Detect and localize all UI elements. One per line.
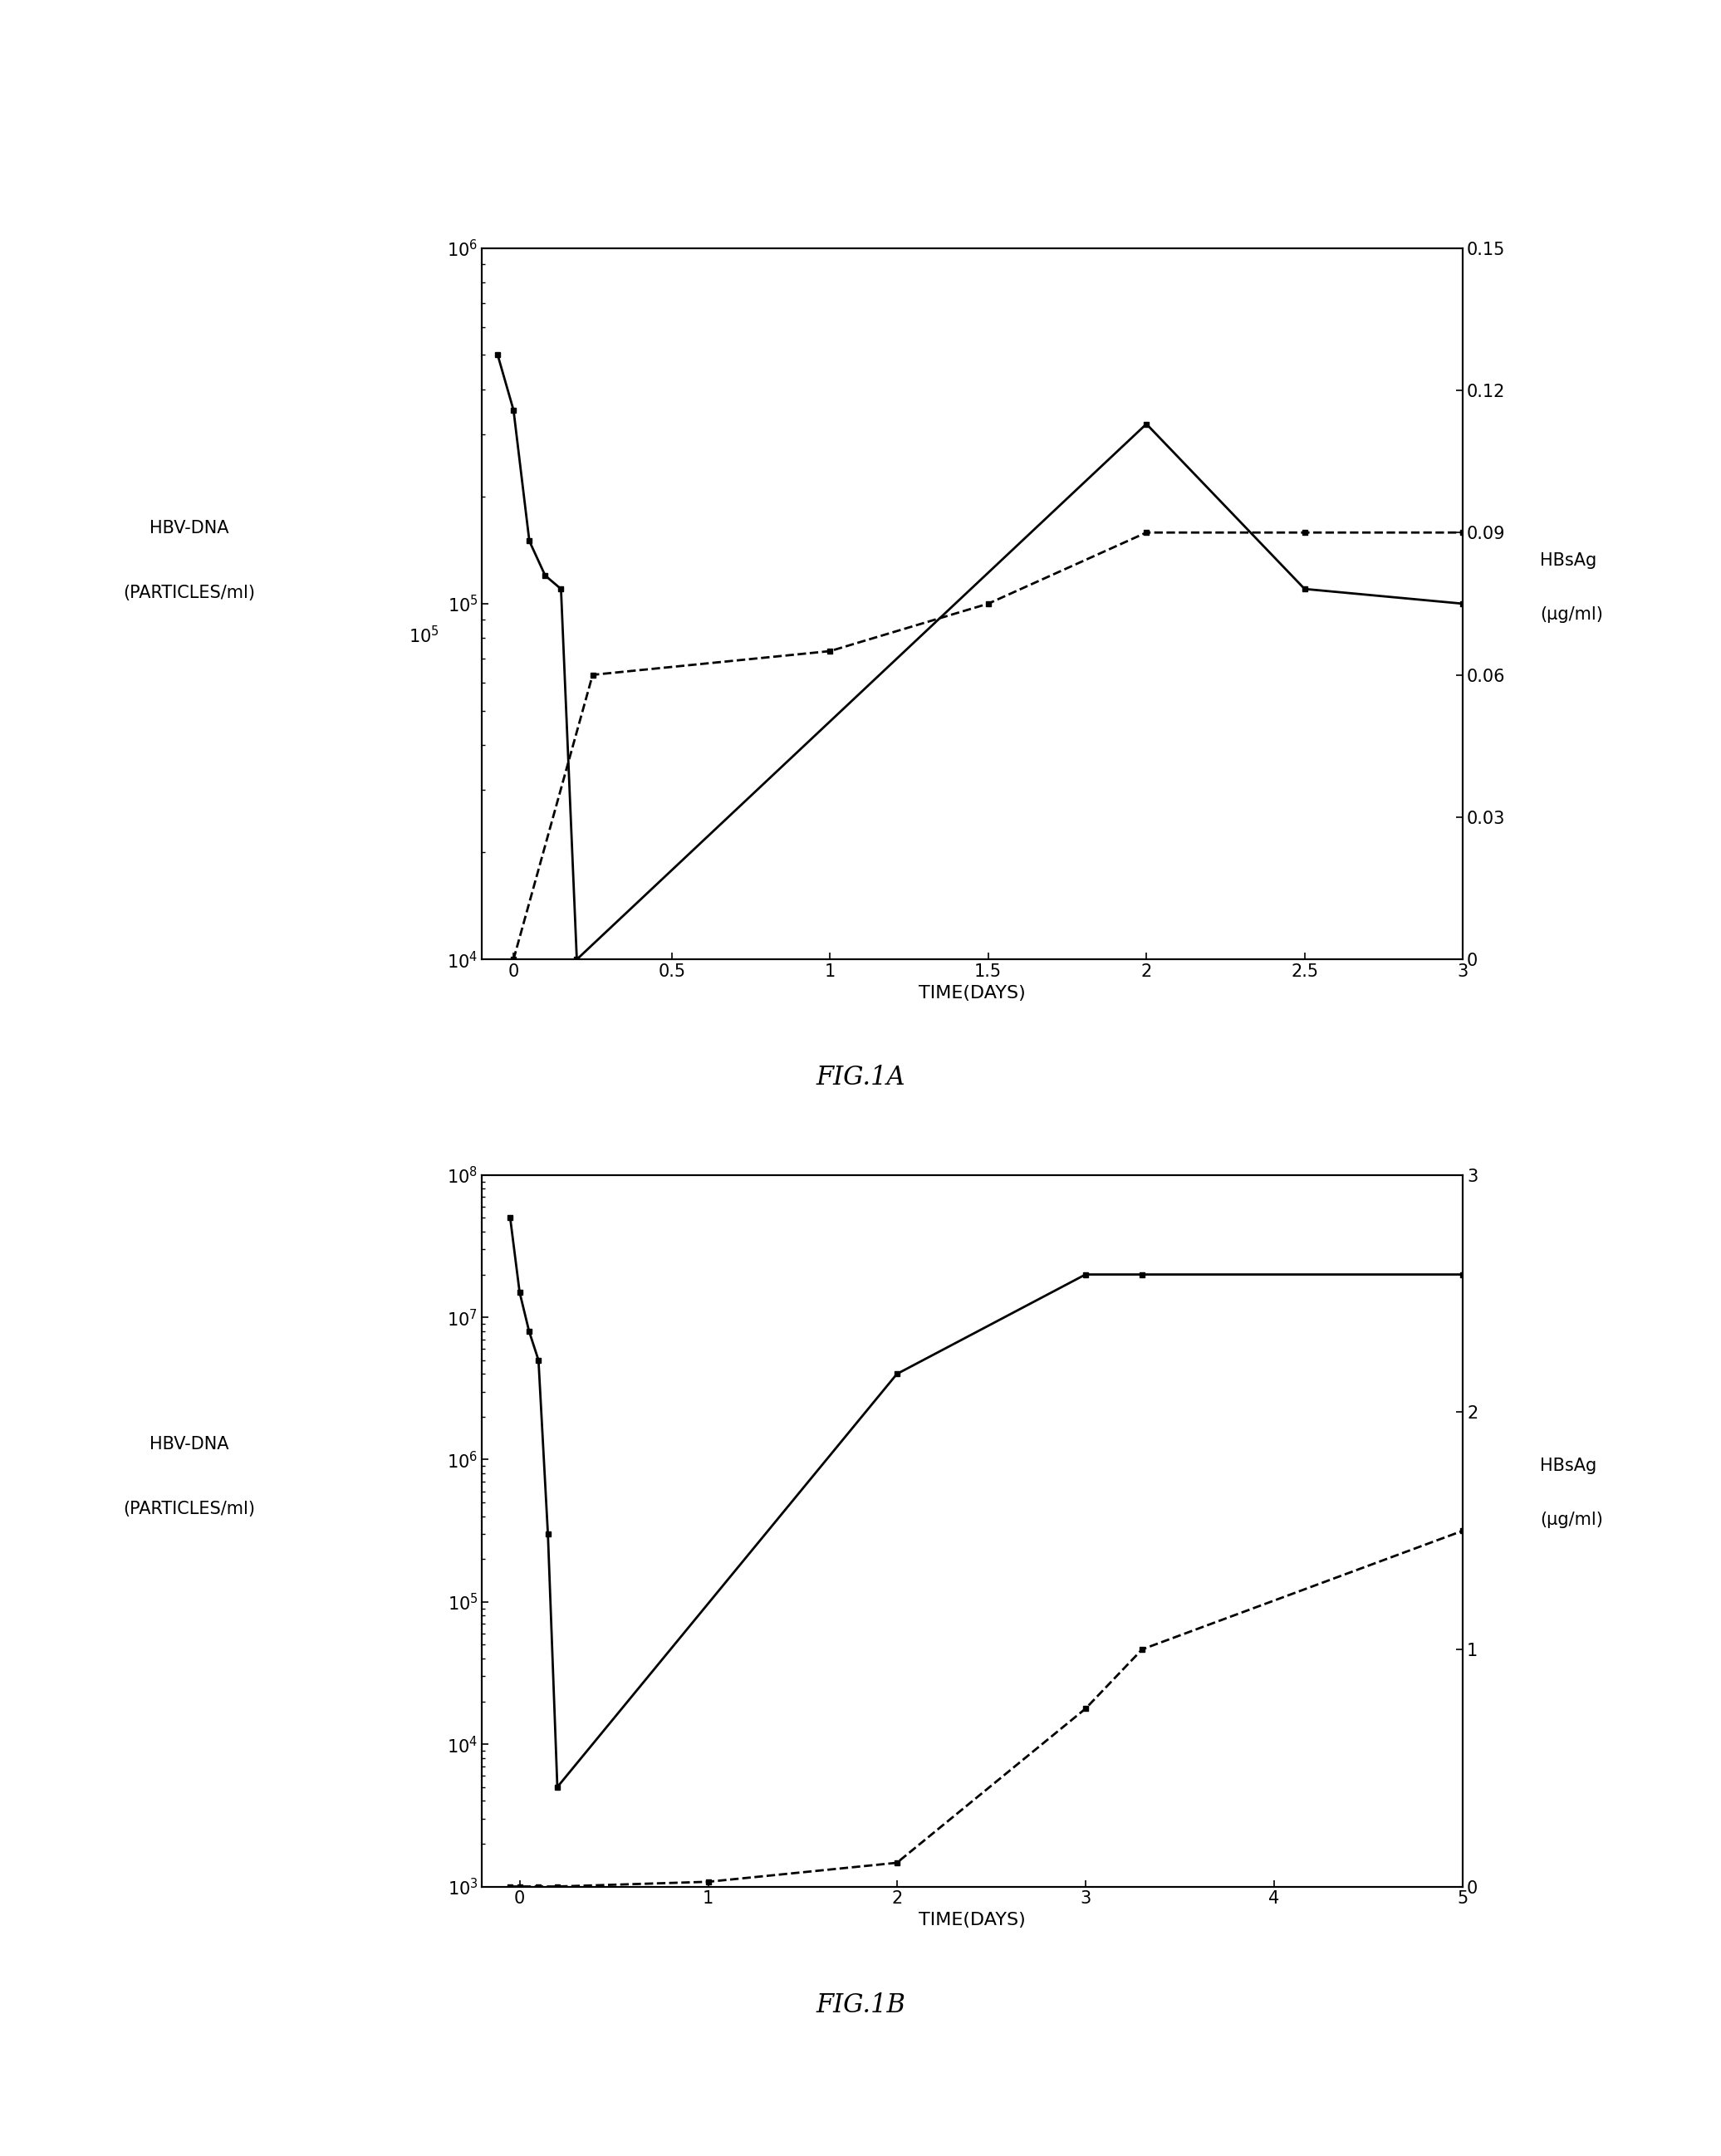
Text: FIG.1A: FIG.1A (816, 1065, 905, 1091)
Text: HBV-DNA: HBV-DNA (150, 1436, 229, 1453)
Text: (PARTICLES/ml): (PARTICLES/ml) (124, 1501, 255, 1518)
Text: HBV-DNA: HBV-DNA (150, 520, 229, 537)
Text: (PARTICLES/ml): (PARTICLES/ml) (124, 584, 255, 602)
Text: (μg/ml): (μg/ml) (1540, 1511, 1604, 1529)
X-axis label: TIME(DAYS): TIME(DAYS) (919, 985, 1026, 1000)
Text: FIG.1B: FIG.1B (816, 1992, 905, 2018)
Text: HBsAg: HBsAg (1540, 1457, 1597, 1475)
Text: (μg/ml): (μg/ml) (1540, 606, 1604, 623)
Text: HBsAg: HBsAg (1540, 552, 1597, 569)
X-axis label: TIME(DAYS): TIME(DAYS) (919, 1912, 1026, 1927)
Text: $10^5$: $10^5$ (408, 625, 439, 647)
